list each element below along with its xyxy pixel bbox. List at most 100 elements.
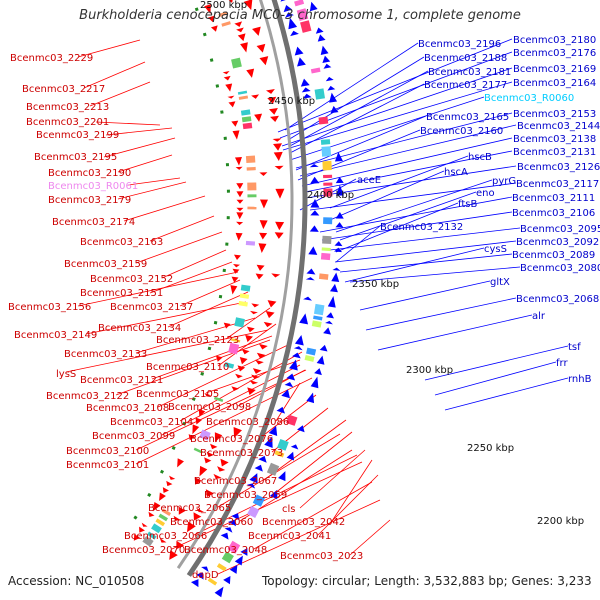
leader-line-left <box>135 231 223 264</box>
leader-line-left <box>317 474 379 536</box>
leader-line-left <box>275 382 301 422</box>
gene-feature <box>258 243 267 254</box>
gene-feature <box>238 300 248 307</box>
gene-feature <box>247 387 256 396</box>
gene-feature <box>224 362 235 369</box>
scale-label: 2250 kbp <box>467 443 514 454</box>
gene-feature <box>323 327 332 335</box>
gene-feature <box>176 540 185 550</box>
gene-label-right: Bcenmc03_2095 <box>520 224 600 235</box>
gene-feature <box>329 92 338 103</box>
tick-mark <box>207 346 212 351</box>
gene-label-right: tsf <box>568 342 581 353</box>
leader-line-left <box>77 39 141 58</box>
gene-label-right: ftsB <box>458 199 477 210</box>
gene-label-right: Bcenmc03_2144 <box>517 121 600 132</box>
gene-feature <box>247 194 257 198</box>
gene-feature <box>201 566 209 572</box>
gene-feature <box>274 165 284 170</box>
leader-line-left <box>105 127 173 136</box>
gene-feature <box>159 537 167 543</box>
gene-feature <box>249 380 259 385</box>
gene-feature <box>220 532 229 540</box>
gene-feature <box>259 232 268 240</box>
map-title: Burkholderia cenocepacia MC0-3 chromosom… <box>79 8 521 23</box>
gene-label-left: Bcenmc03_2123 <box>156 335 239 346</box>
gene-label-left: Bcenmc03_2104 <box>110 417 193 428</box>
gene-label-left: Bcenmc03_2041 <box>248 531 331 542</box>
gene-feature <box>284 381 294 388</box>
gene-feature <box>237 33 246 42</box>
gene-feature <box>247 505 260 518</box>
label-leader-lines <box>65 38 569 575</box>
gene-feature <box>278 471 286 482</box>
tick-mark <box>202 32 207 37</box>
gene-feature <box>218 11 228 18</box>
gene-feature <box>275 221 285 231</box>
gene-feature <box>251 374 260 380</box>
gene-feature <box>286 451 295 461</box>
gene-feature <box>158 513 168 522</box>
gene-feature <box>141 522 148 527</box>
leader-line-right <box>299 124 517 177</box>
leader-line-left <box>123 195 206 222</box>
gene-feature <box>240 284 251 292</box>
leader-line-right <box>279 51 513 139</box>
gene-label-right: Bcenmc03_2164 <box>513 78 596 89</box>
tick-mark <box>159 469 165 474</box>
leader-line-left <box>259 394 317 439</box>
gene-feature <box>225 83 233 92</box>
leader-line-right <box>349 266 521 283</box>
gene-feature <box>330 105 339 114</box>
gene-feature <box>310 198 320 208</box>
gene-label-right: Bcenmc03_2106 <box>512 208 595 219</box>
tick-mark <box>133 515 138 520</box>
gene-feature <box>306 347 317 356</box>
gene-feature <box>294 334 304 346</box>
gene-label-right: alr <box>532 311 546 322</box>
gene-feature <box>275 188 285 199</box>
scale-label: 2400 kbp <box>307 190 354 201</box>
gene-feature <box>309 1 318 12</box>
gene-feature <box>296 8 309 22</box>
gene-label-right: Bcenmc03_2132 <box>380 222 463 233</box>
gene-feature <box>270 115 279 123</box>
gene-feature <box>178 506 186 515</box>
gene-feature <box>216 563 227 572</box>
gene-label-left: Bcenmc03_2073 <box>200 448 283 459</box>
gene-feature-tracks <box>133 0 344 598</box>
gene-feature <box>311 320 322 328</box>
gene-label-left: Bcenmc03_2101 <box>66 460 149 471</box>
gene-feature <box>297 57 306 67</box>
gene-labels: Bcenmc03_2229 Bcenmc03_2217 Bcenmc03_2213 B… <box>8 35 600 581</box>
gene-feature <box>255 359 264 365</box>
leader-line-left <box>225 307 271 340</box>
scale-label: 2300 kbp <box>406 365 453 376</box>
gene-label-left: Bcenmc03_2067 <box>194 476 277 487</box>
gene-feature <box>231 276 239 283</box>
gene-feature <box>302 93 312 99</box>
gene-feature <box>213 396 224 402</box>
tick-mark <box>213 320 218 325</box>
leader-line-left <box>349 519 391 556</box>
gene-feature <box>193 447 203 454</box>
gene-feature <box>318 116 329 125</box>
leader-line-right <box>434 361 557 396</box>
gene-feature <box>305 277 315 281</box>
gene-feature <box>252 494 265 507</box>
gene-feature <box>254 113 263 122</box>
gene-label-left: Bcenmc03_2042 <box>262 517 345 528</box>
gene-feature <box>334 152 343 162</box>
gene-feature <box>293 346 303 351</box>
gene-feature <box>251 94 260 99</box>
gene-feature <box>335 222 344 228</box>
gene-feature <box>320 45 329 55</box>
gene-feature <box>190 579 199 588</box>
gene-feature <box>327 85 336 91</box>
tick-mark <box>182 421 187 426</box>
gene-feature <box>309 164 319 168</box>
gene-feature <box>321 247 331 252</box>
leader-line-right <box>289 70 429 147</box>
gene-feature <box>235 232 243 241</box>
